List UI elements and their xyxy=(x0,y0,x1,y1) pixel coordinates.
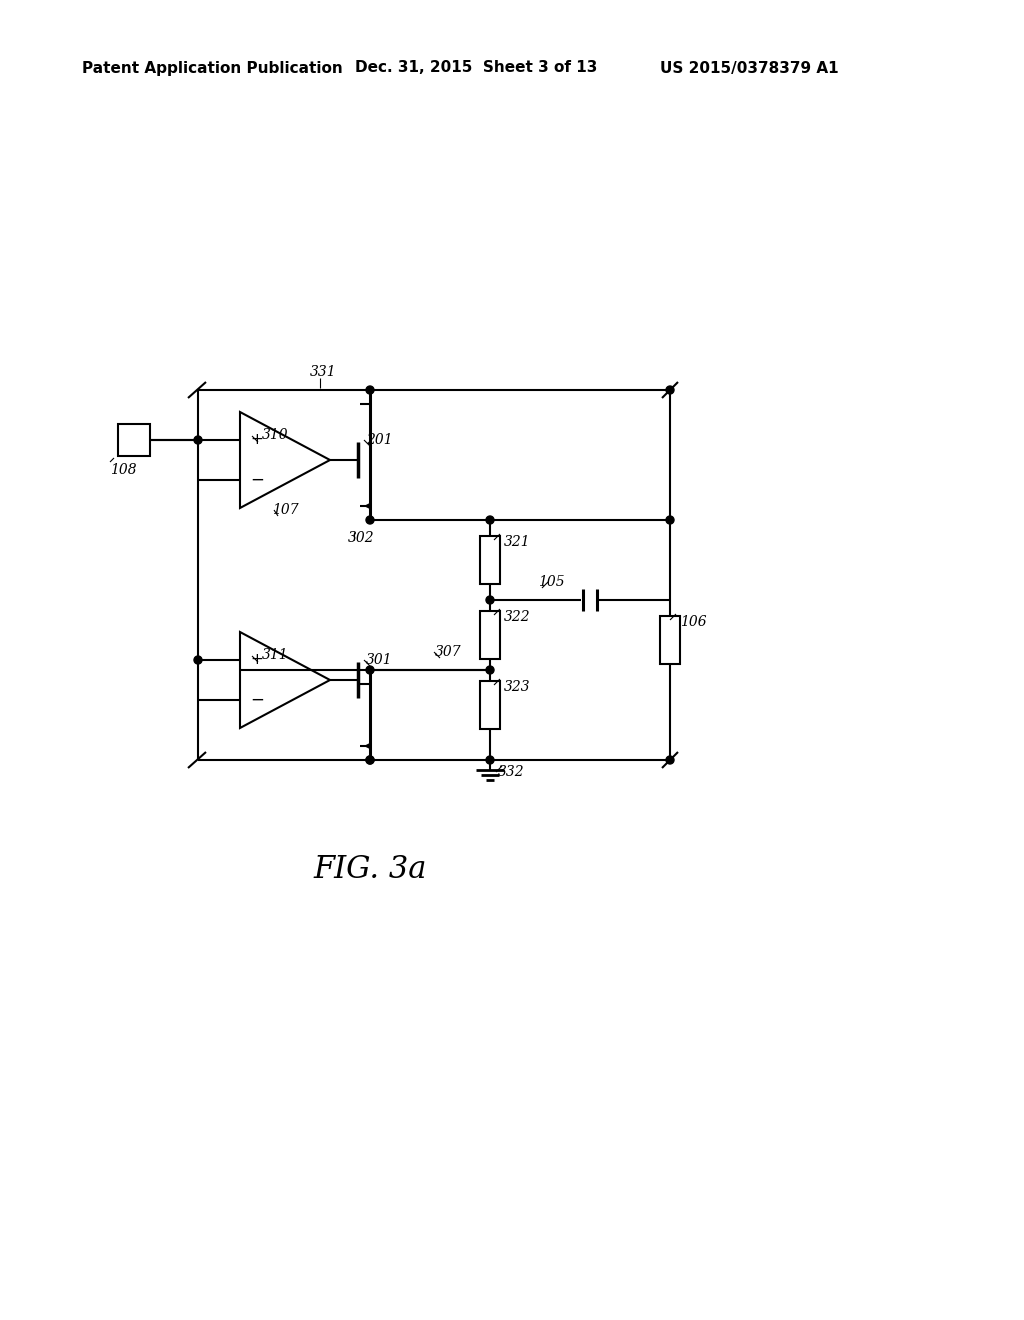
Polygon shape xyxy=(240,632,330,729)
Circle shape xyxy=(366,516,374,524)
Circle shape xyxy=(194,656,202,664)
Text: 331: 331 xyxy=(310,366,337,379)
Circle shape xyxy=(486,756,494,764)
Polygon shape xyxy=(240,412,330,508)
Text: 307: 307 xyxy=(435,645,462,659)
Circle shape xyxy=(194,436,202,444)
Circle shape xyxy=(486,597,494,605)
Text: 301: 301 xyxy=(366,653,392,667)
Text: Dec. 31, 2015  Sheet 3 of 13: Dec. 31, 2015 Sheet 3 of 13 xyxy=(355,61,597,75)
Bar xyxy=(480,681,500,729)
Text: −: − xyxy=(250,690,264,709)
Circle shape xyxy=(666,516,674,524)
Bar xyxy=(480,611,500,659)
Circle shape xyxy=(666,385,674,393)
Text: 201: 201 xyxy=(366,433,392,447)
Text: 321: 321 xyxy=(504,535,530,549)
Circle shape xyxy=(366,385,374,393)
Text: −: − xyxy=(250,471,264,488)
Text: 311: 311 xyxy=(262,648,289,663)
Text: 105: 105 xyxy=(538,576,564,589)
Circle shape xyxy=(666,756,674,764)
Circle shape xyxy=(366,667,374,675)
Text: FIG. 3a: FIG. 3a xyxy=(313,854,427,886)
Bar xyxy=(660,616,680,664)
Circle shape xyxy=(486,516,494,524)
Text: 323: 323 xyxy=(504,680,530,694)
Circle shape xyxy=(366,756,374,764)
Text: US 2015/0378379 A1: US 2015/0378379 A1 xyxy=(660,61,839,75)
Text: 332: 332 xyxy=(498,766,524,779)
Text: 302: 302 xyxy=(348,531,375,545)
Circle shape xyxy=(366,756,374,764)
Text: +: + xyxy=(250,652,263,668)
Text: 108: 108 xyxy=(110,463,136,477)
Text: Patent Application Publication: Patent Application Publication xyxy=(82,61,343,75)
Text: 310: 310 xyxy=(262,428,289,442)
Circle shape xyxy=(486,667,494,675)
Text: 107: 107 xyxy=(272,503,299,517)
Text: +: + xyxy=(250,433,263,447)
Bar xyxy=(480,536,500,583)
Bar xyxy=(118,424,150,455)
Text: 106: 106 xyxy=(680,615,707,630)
Text: 322: 322 xyxy=(504,610,530,624)
